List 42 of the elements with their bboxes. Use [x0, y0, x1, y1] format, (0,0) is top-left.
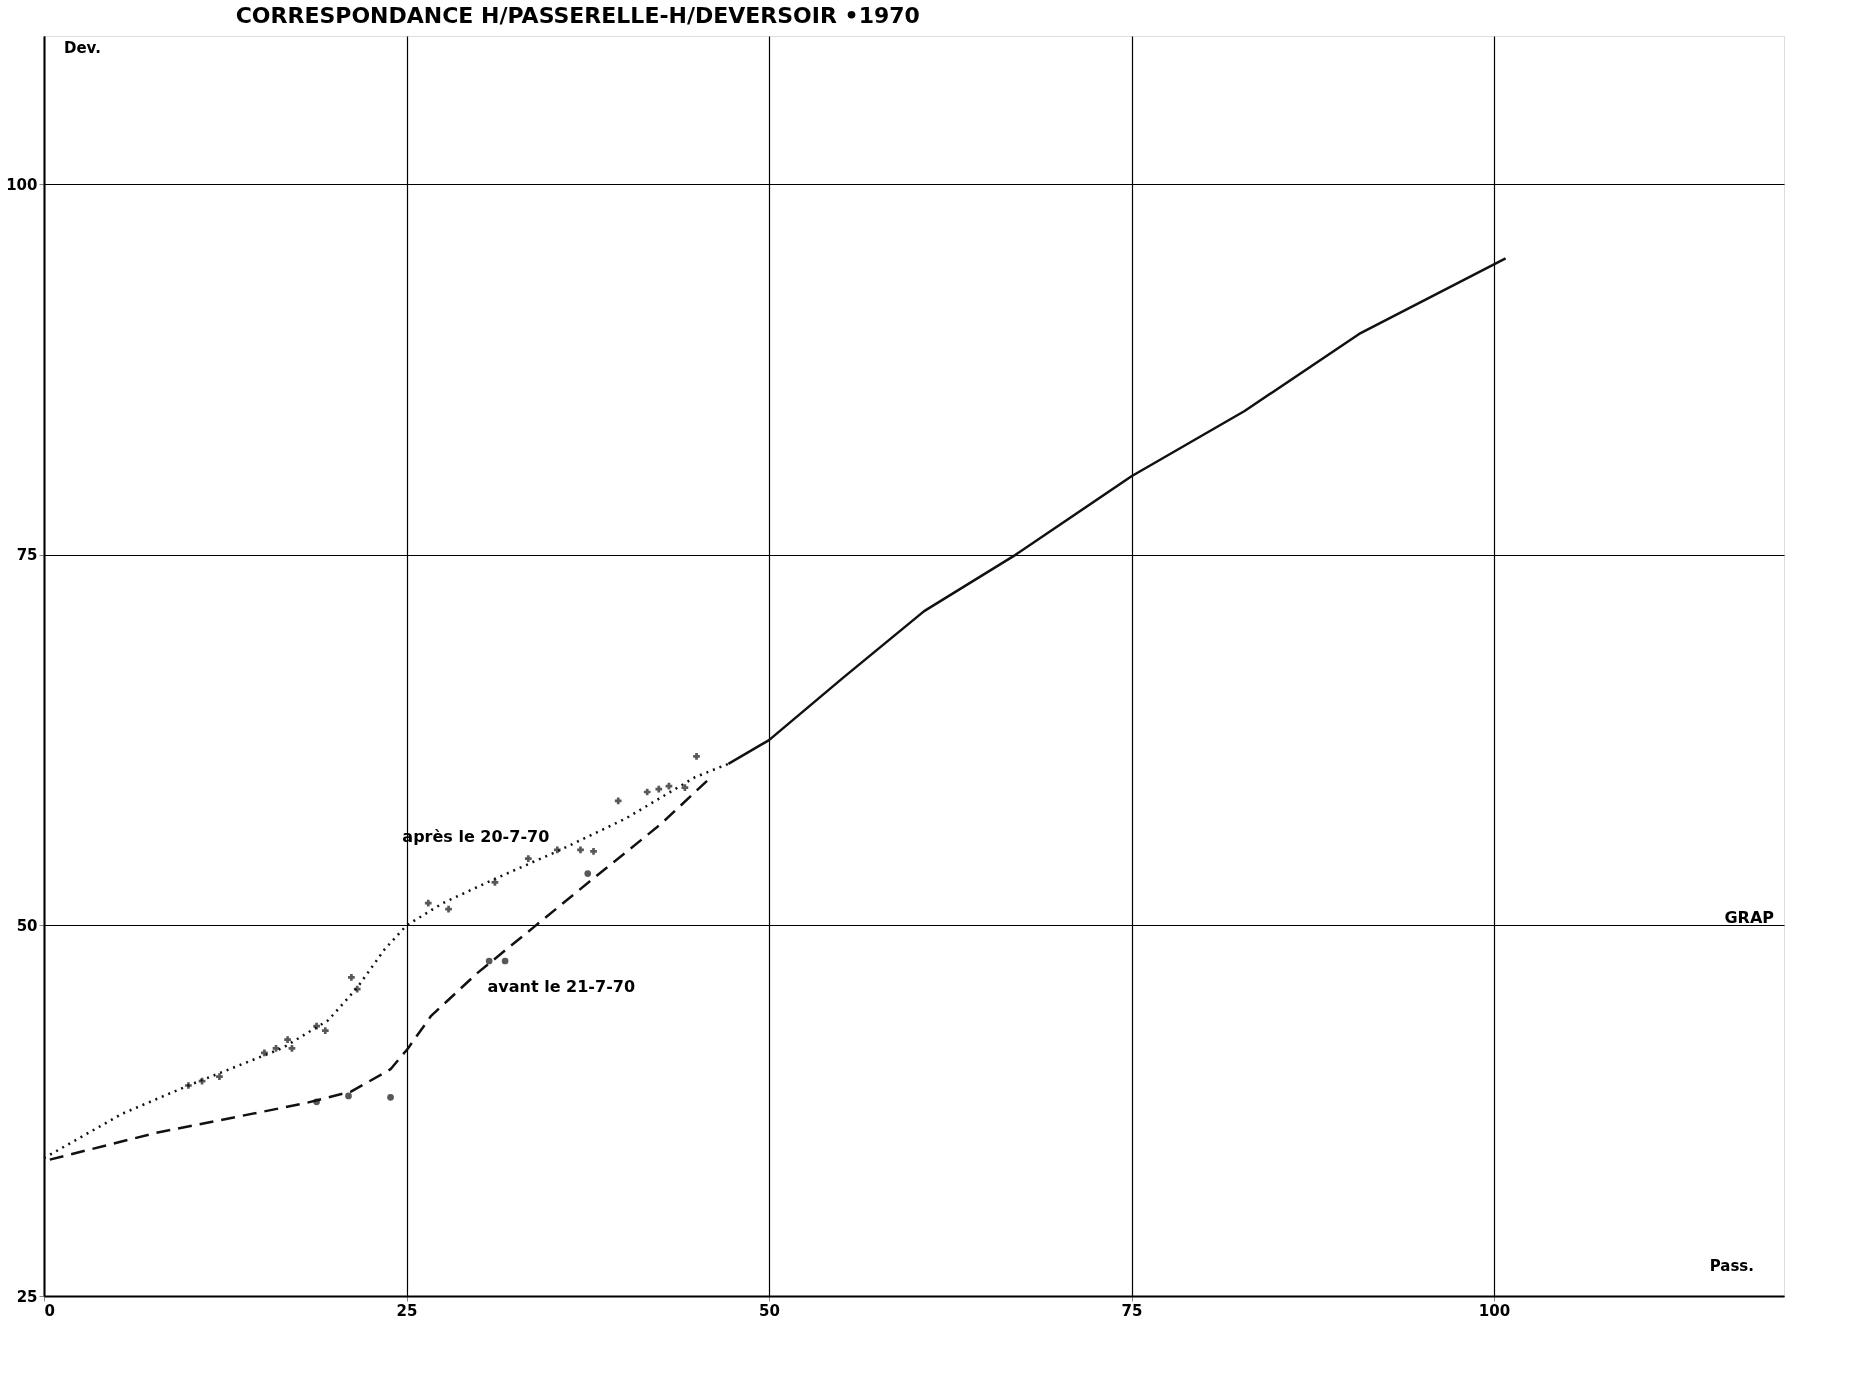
point — [272, 1045, 280, 1052]
point — [485, 957, 493, 965]
x-tick-label: 0 — [44, 1301, 55, 1320]
x-tick-label: 75 — [1121, 1301, 1143, 1320]
x-tick-label: 100 — [1478, 1301, 1511, 1320]
x-axis-title: Pass. — [1709, 1257, 1754, 1275]
point — [216, 1073, 223, 1080]
point — [693, 753, 700, 760]
point — [348, 973, 355, 981]
point — [321, 1027, 329, 1035]
y-tick-label: 50 — [16, 916, 38, 935]
point — [284, 1036, 291, 1043]
point — [655, 785, 663, 793]
point — [353, 985, 361, 993]
point — [577, 846, 584, 854]
point — [313, 1098, 320, 1106]
point — [387, 1094, 394, 1101]
point — [445, 905, 452, 913]
point — [288, 1045, 296, 1052]
point — [313, 1022, 320, 1030]
point — [501, 957, 509, 965]
point — [424, 899, 432, 907]
chart-title: CORRESPONDANCE H/PASSERELLE-H/DEVERSOIR •1970 — [235, 3, 920, 28]
point — [261, 1049, 268, 1057]
y-tick-label: 100 — [6, 175, 38, 194]
y-axis-title: Dev. — [64, 39, 101, 57]
x-tick-label: 25 — [396, 1301, 418, 1320]
point — [491, 879, 499, 886]
point — [584, 870, 592, 877]
point — [524, 855, 532, 863]
annotation: GRAP — [1724, 908, 1775, 927]
point — [614, 797, 622, 805]
y-tick-label: 25 — [16, 1287, 38, 1306]
point — [590, 847, 597, 855]
y-tick-label: 75 — [16, 546, 38, 565]
point — [643, 788, 651, 796]
point — [345, 1092, 352, 1100]
annotation: avant le 21-7-70 — [487, 976, 636, 996]
x-tick-label: 50 — [759, 1301, 780, 1320]
point — [681, 784, 689, 791]
point — [553, 846, 561, 854]
point — [185, 1082, 192, 1089]
